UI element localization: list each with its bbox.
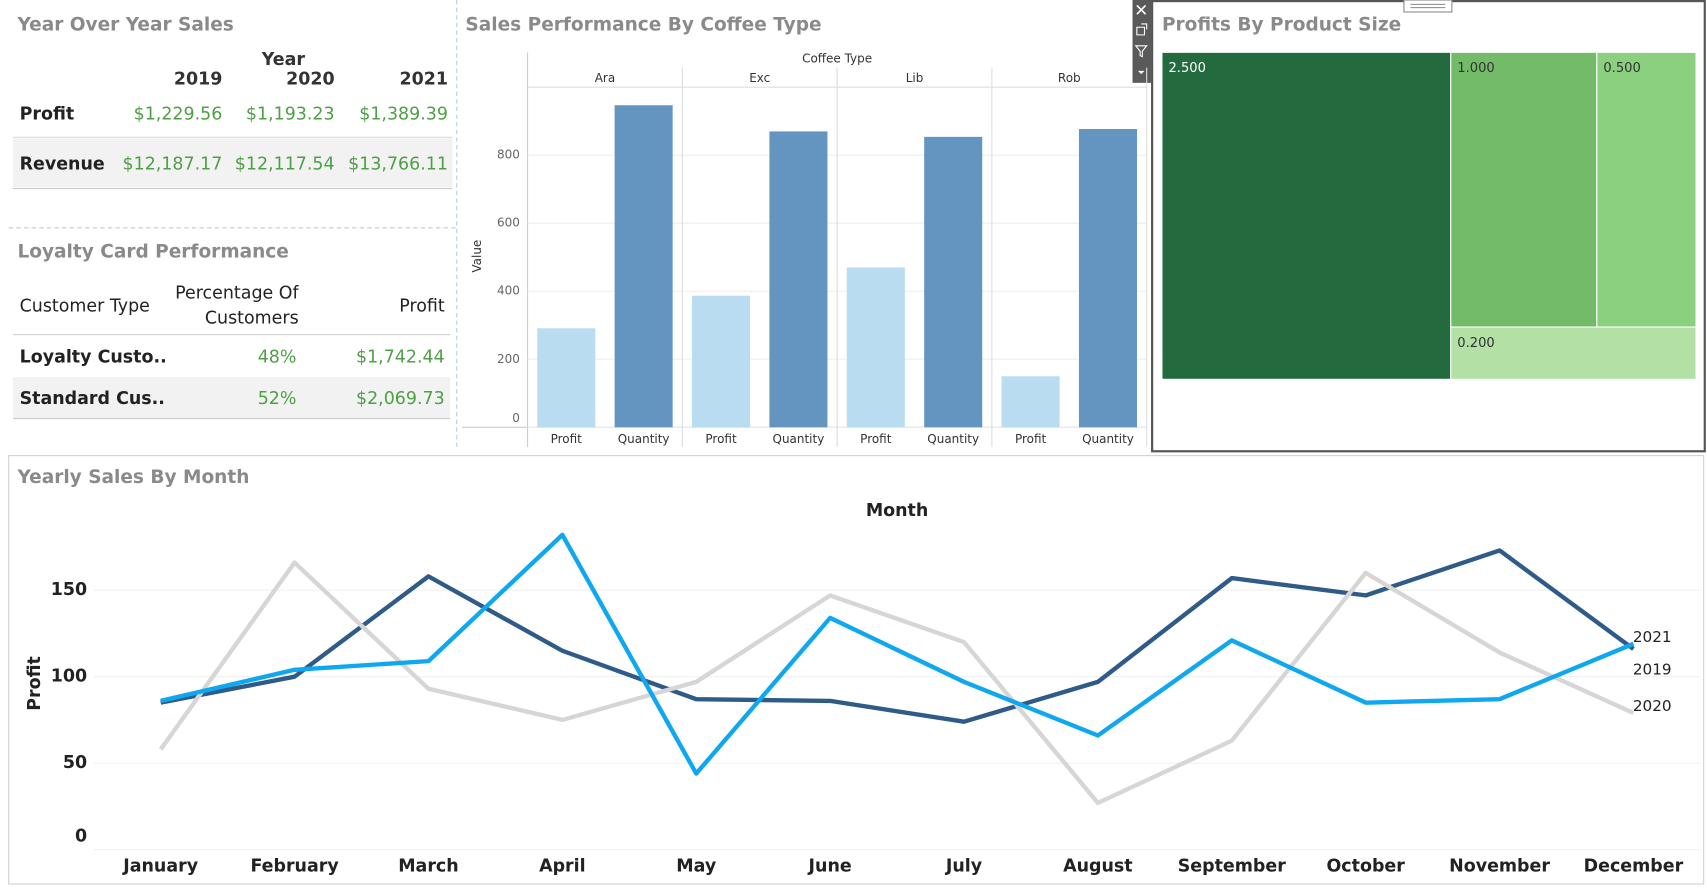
x-tick-label: March bbox=[398, 857, 458, 877]
facet-title: Coffee Type bbox=[802, 51, 872, 65]
x-tick-label: Profit bbox=[1015, 432, 1047, 446]
facet-label: Rob bbox=[1058, 71, 1081, 85]
x-tick-label: Quantity bbox=[1082, 432, 1134, 446]
y-tick-label: 0 bbox=[75, 827, 87, 847]
cell: 52% bbox=[258, 389, 297, 409]
x-tick-label: August bbox=[1063, 857, 1133, 877]
menu-icon[interactable] bbox=[1137, 70, 1145, 75]
cell: $1,229.56 bbox=[134, 104, 223, 124]
series-end-label: 2020 bbox=[1633, 697, 1672, 715]
toolbar-bg bbox=[1132, 0, 1152, 83]
row-band bbox=[13, 377, 451, 419]
y-tick-label: 150 bbox=[51, 580, 87, 600]
y-tick-label: 600 bbox=[497, 216, 520, 230]
y-axis-title: Profit bbox=[25, 656, 45, 711]
panel-title: Profits By Product Size bbox=[1162, 15, 1401, 36]
column-header: 2020 bbox=[286, 70, 335, 90]
facet-label: Ara bbox=[595, 71, 615, 85]
bar bbox=[924, 136, 983, 428]
close-icon[interactable] bbox=[1136, 4, 1147, 15]
cell: $1,193.23 bbox=[246, 104, 335, 124]
y-tick-label: 0 bbox=[512, 411, 520, 425]
panel-title: Yearly Sales By Month bbox=[16, 467, 249, 488]
line-series bbox=[158, 560, 1635, 806]
x-tick-label: December bbox=[1584, 857, 1684, 877]
cell: 48% bbox=[258, 348, 297, 368]
panel-title: Sales Performance By Coffee Type bbox=[465, 15, 821, 36]
column-header: Profit bbox=[399, 296, 445, 316]
treemap-cell bbox=[1596, 51, 1697, 328]
bar bbox=[537, 328, 596, 428]
treemap-label: 0.500 bbox=[1603, 61, 1640, 76]
cell: $12,117.54 bbox=[235, 155, 335, 175]
x-tick-label: April bbox=[539, 857, 586, 877]
row-band bbox=[13, 138, 453, 188]
x-tick-label: Profit bbox=[860, 432, 892, 446]
cell: $2,069.73 bbox=[356, 389, 445, 409]
x-tick-label: Quantity bbox=[927, 432, 979, 446]
cell: $12,187.17 bbox=[123, 155, 223, 175]
y-tick-label: 200 bbox=[497, 352, 520, 366]
y-tick-label: 400 bbox=[497, 284, 520, 298]
treemap-cell bbox=[1161, 51, 1452, 380]
treemap-label: 1.000 bbox=[1457, 61, 1494, 76]
bar bbox=[846, 267, 905, 428]
panel-frame bbox=[8, 455, 1705, 885]
y-tick-label: 100 bbox=[51, 667, 87, 687]
column-header: Customer Type bbox=[20, 296, 150, 316]
x-axis-title: Month bbox=[866, 501, 929, 521]
popout-icon[interactable] bbox=[1136, 23, 1148, 36]
column-header: 2021 bbox=[399, 70, 448, 90]
treemap-label: 2.500 bbox=[1168, 61, 1205, 76]
cell: $13,766.11 bbox=[348, 155, 448, 175]
drag-handle[interactable] bbox=[1403, 0, 1453, 13]
treemap-cell bbox=[1450, 326, 1697, 380]
row-label: Revenue bbox=[20, 155, 105, 175]
filter-icon[interactable] bbox=[1134, 45, 1148, 58]
cell: $1,389.39 bbox=[359, 104, 448, 124]
x-tick-label: May bbox=[676, 857, 717, 877]
y-tick-label: 800 bbox=[497, 148, 520, 162]
series-end-label: 2021 bbox=[1633, 628, 1672, 646]
drag-handle-bg[interactable] bbox=[1403, 0, 1453, 13]
y-axis-title: Value bbox=[470, 240, 484, 273]
x-tick-label: July bbox=[945, 857, 983, 877]
x-tick-label: November bbox=[1449, 857, 1550, 877]
x-tick-label: June bbox=[808, 857, 852, 877]
cell: $1,742.44 bbox=[356, 348, 445, 368]
bar bbox=[692, 295, 751, 428]
bar bbox=[1078, 129, 1138, 428]
x-tick-label: September bbox=[1178, 857, 1287, 877]
x-tick-label: Profit bbox=[551, 432, 583, 446]
x-tick-label: Profit bbox=[705, 432, 737, 446]
x-tick-label: January bbox=[122, 857, 198, 877]
x-tick-label: Quantity bbox=[618, 432, 670, 446]
y-tick-label: 50 bbox=[63, 753, 87, 773]
bar bbox=[614, 105, 673, 428]
column-group-header: Year bbox=[261, 50, 306, 70]
panel-title: Loyalty Card Performance bbox=[17, 241, 288, 262]
treemap-cell bbox=[1450, 51, 1598, 328]
column-header: 2019 bbox=[174, 70, 223, 90]
column-header: Percentage Of Customers bbox=[175, 282, 299, 329]
facet-label: Lib bbox=[906, 71, 924, 85]
row-label: Standard Cus.. bbox=[20, 389, 165, 409]
row-label: Profit bbox=[20, 104, 75, 124]
bar bbox=[769, 131, 828, 428]
line-series bbox=[160, 532, 1635, 776]
row-label: Loyalty Custo.. bbox=[20, 348, 167, 368]
x-tick-label: October bbox=[1326, 857, 1405, 877]
line-series bbox=[160, 548, 1635, 724]
bar bbox=[1001, 376, 1060, 428]
panel-toolbar[interactable] bbox=[1132, 0, 1152, 83]
treemap-label: 0.200 bbox=[1457, 336, 1494, 351]
x-tick-label: Quantity bbox=[773, 432, 825, 446]
column-header-box: Percentage Of Customers bbox=[175, 282, 299, 329]
panel-title: Year Over Year Sales bbox=[16, 15, 233, 36]
x-tick-label: February bbox=[250, 857, 339, 877]
facet-label: Exc bbox=[749, 71, 770, 85]
series-end-label: 2019 bbox=[1633, 660, 1672, 678]
